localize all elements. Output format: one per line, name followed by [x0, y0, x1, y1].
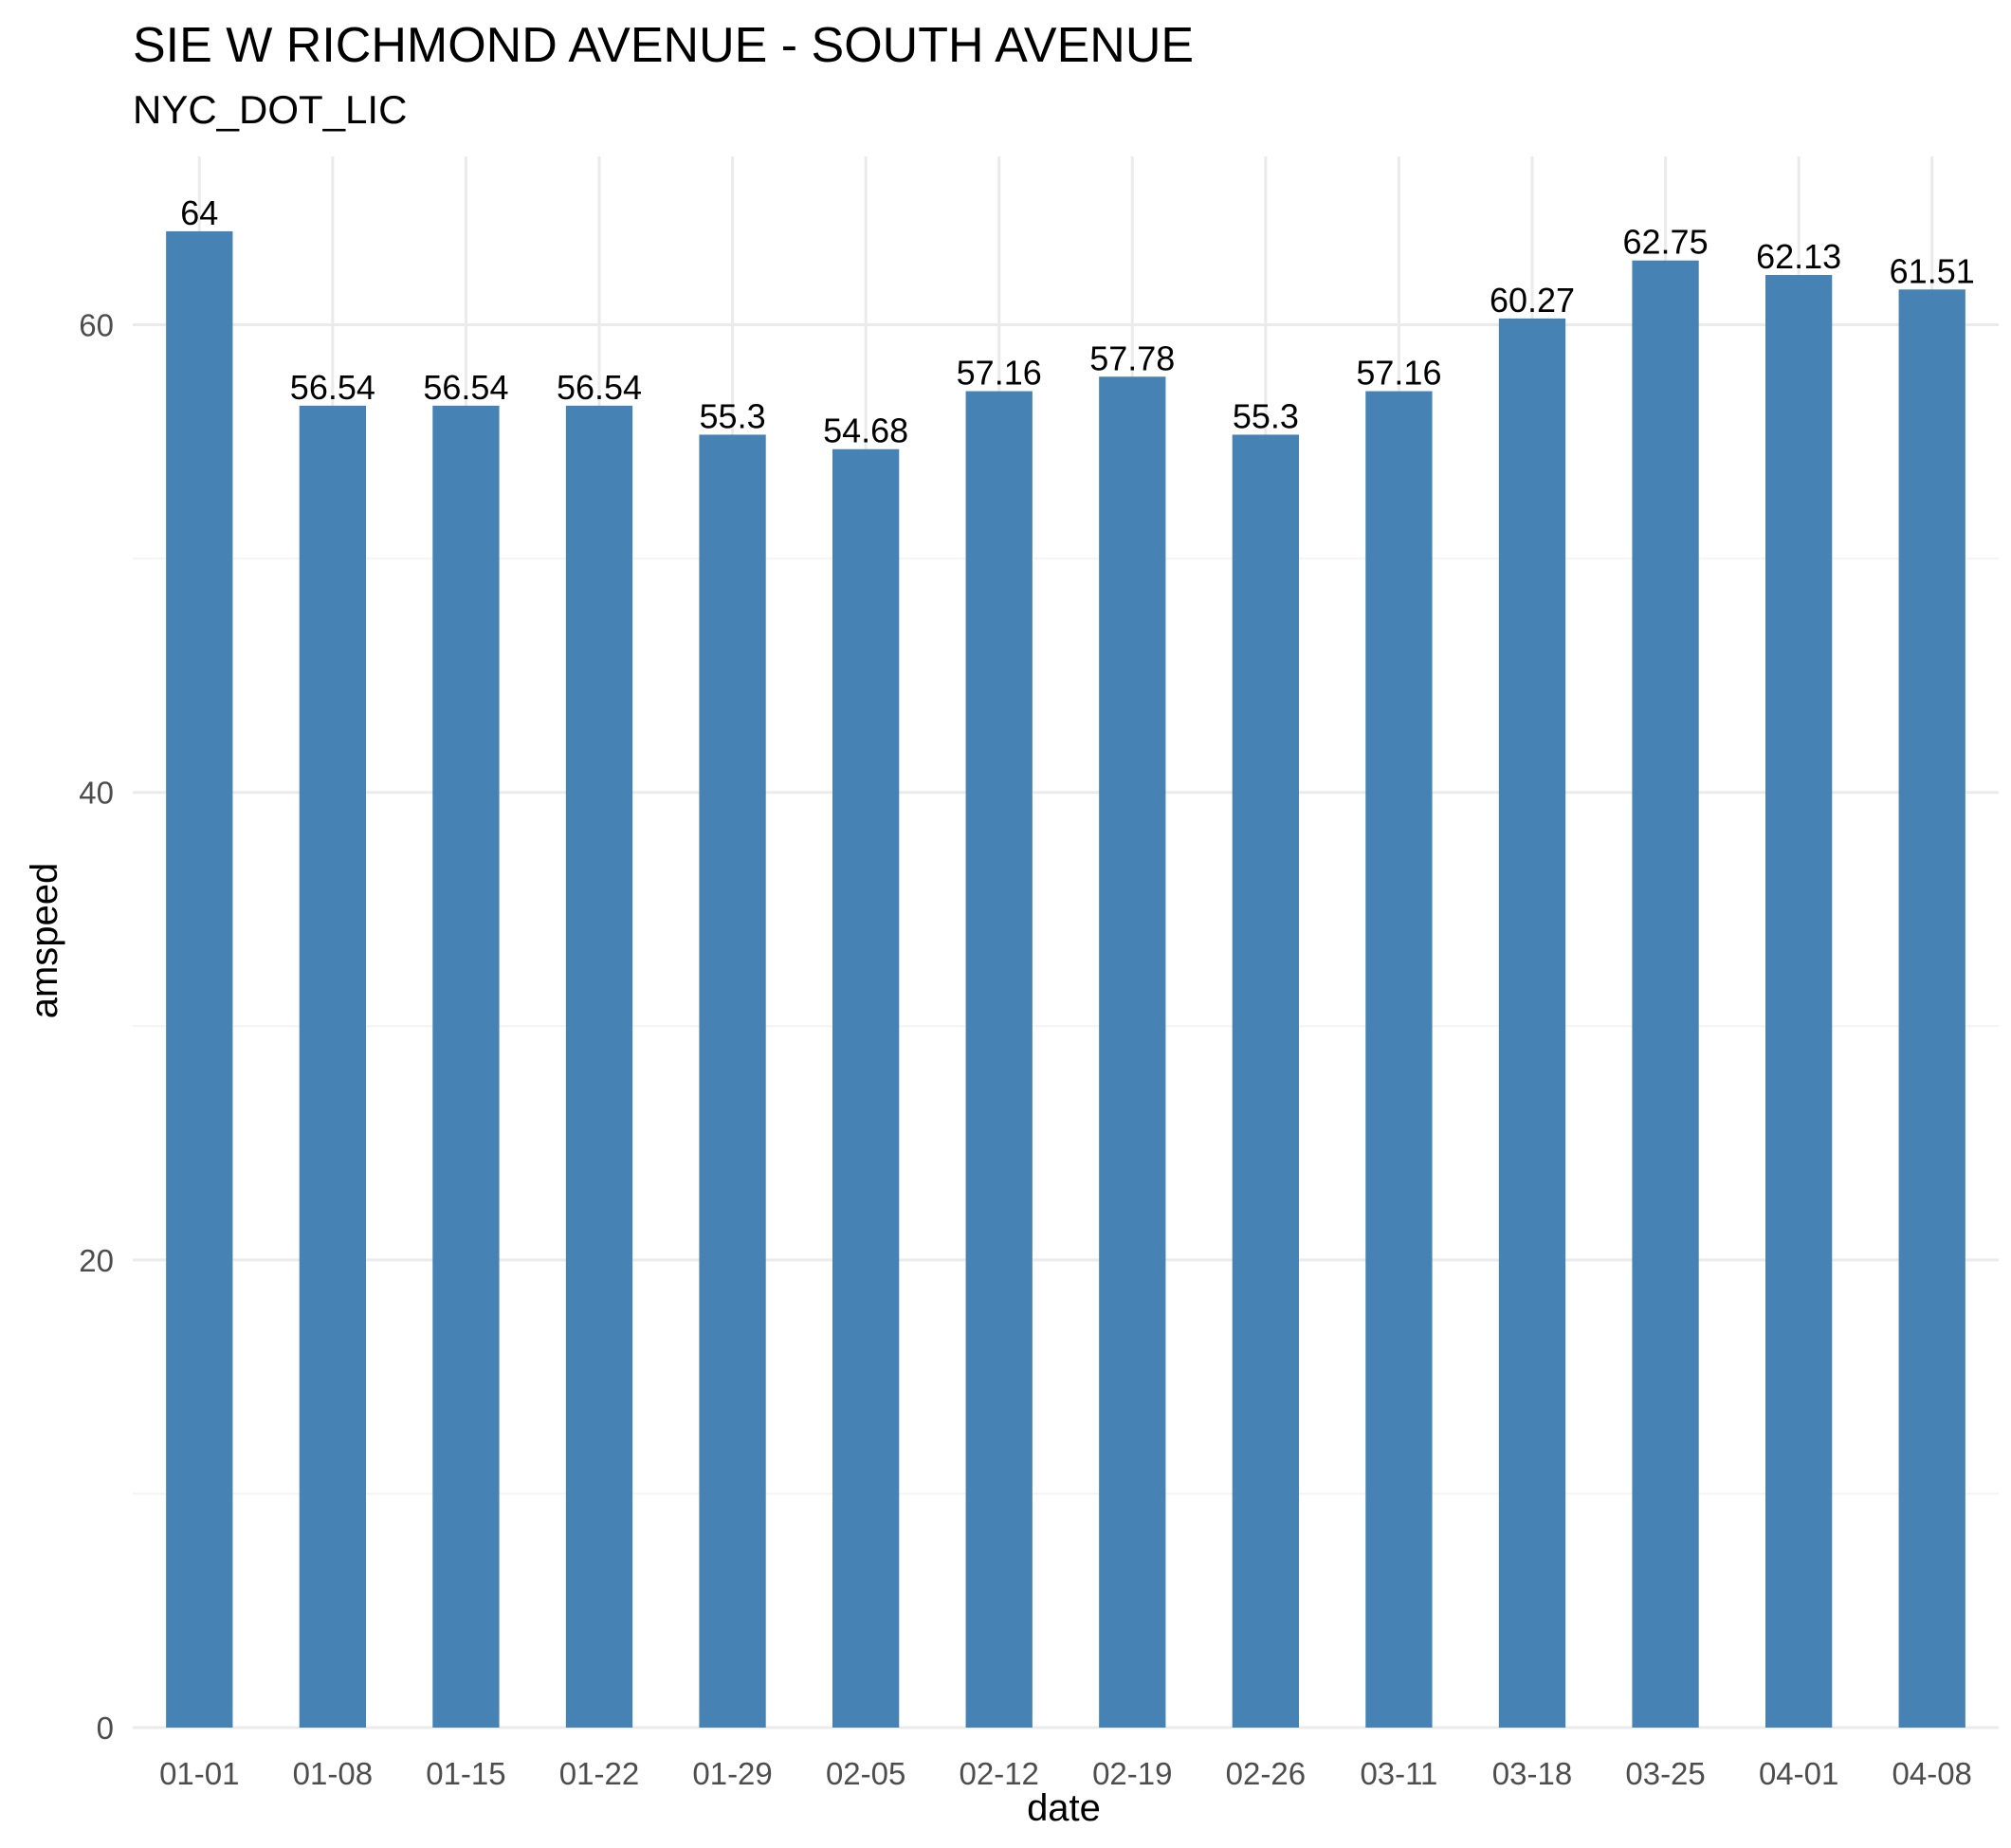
x-tick-label: 01-29 [692, 1756, 772, 1791]
bar-value-label: 61.51 [1890, 251, 1975, 290]
chart-title: SIE W RICHMOND AVENUE - SOUTH AVENUE [133, 18, 1195, 73]
x-tick-label: 02-19 [1092, 1756, 1172, 1791]
bar-value-label: 55.3 [700, 396, 766, 435]
bar [965, 391, 1033, 1728]
x-tick-label: 02-26 [1226, 1756, 1306, 1791]
bar-value-label: 57.78 [1089, 338, 1175, 377]
x-tick-label: 03-18 [1492, 1756, 1572, 1791]
x-tick-label: 02-12 [960, 1756, 1039, 1791]
x-tick-label: 01-08 [293, 1756, 373, 1791]
x-tick-label: 01-22 [559, 1756, 639, 1791]
grid-lines [133, 156, 1999, 1729]
y-axis-ticks: 0 20 40 60 [79, 308, 114, 1746]
bar [832, 448, 900, 1729]
bar [1232, 434, 1299, 1728]
data-labels: 64 56.54 56.54 56.54 55.3 54.68 57.16 57.78 55.3… [180, 193, 1974, 450]
bar-value-label: 62.13 [1756, 237, 1841, 276]
x-tick-label: 01-01 [159, 1756, 239, 1791]
bar-value-label: 54.68 [823, 412, 908, 450]
bar [1099, 376, 1166, 1728]
bar [1498, 318, 1566, 1728]
bar-value-label: 55.3 [1233, 396, 1299, 435]
x-axis-ticks: 01-01 01-08 01-15 01-22 01-29 02-05 02-12 02-19… [159, 1756, 1972, 1791]
bar-value-label: 62.75 [1623, 223, 1709, 262]
bar [1898, 289, 1965, 1729]
bar-value-label: 57.16 [957, 354, 1042, 393]
chart-subtitle: NYC_DOT_LIC [133, 87, 408, 132]
y-tick-label: 20 [79, 1243, 114, 1278]
bar-value-label: 56.54 [423, 368, 508, 407]
bar [299, 405, 366, 1728]
x-tick-label: 01-15 [426, 1756, 505, 1791]
y-axis-title: amspeed [24, 863, 65, 1019]
x-tick-label: 04-01 [1759, 1756, 1838, 1791]
x-tick-label: 02-05 [826, 1756, 905, 1791]
bar-value-label: 64 [180, 193, 218, 232]
y-tick-label: 40 [79, 776, 114, 811]
bar-value-label: 56.54 [557, 368, 642, 407]
bars [166, 230, 1965, 1729]
y-tick-label: 60 [79, 308, 114, 343]
bar [1365, 391, 1433, 1728]
bar [166, 230, 233, 1728]
bar [432, 405, 500, 1728]
x-tick-label: 03-25 [1625, 1756, 1705, 1791]
bar-value-label: 57.16 [1356, 354, 1441, 393]
bar [1765, 275, 1833, 1728]
x-tick-label: 04-08 [1892, 1756, 1972, 1791]
bar [699, 434, 766, 1728]
x-tick-label: 03-11 [1360, 1756, 1437, 1791]
bar [1632, 260, 1699, 1728]
bar [565, 405, 633, 1728]
bar-value-label: 56.54 [290, 368, 375, 407]
bar-value-label: 60.27 [1490, 281, 1575, 320]
y-tick-label: 0 [97, 1711, 114, 1746]
x-axis-title: date [1027, 1787, 1101, 1829]
